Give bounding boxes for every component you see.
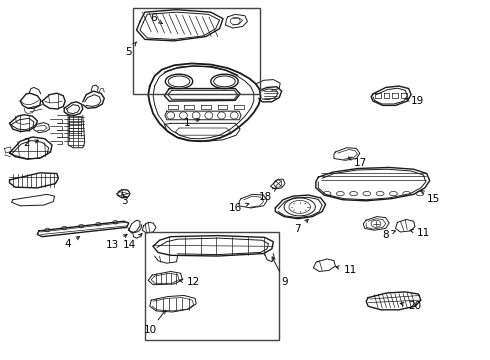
Text: 14: 14 — [123, 234, 142, 250]
Text: 17: 17 — [348, 157, 367, 168]
Text: 13: 13 — [106, 234, 127, 250]
Text: 10: 10 — [144, 310, 166, 335]
Text: 8: 8 — [383, 230, 395, 239]
Text: 11: 11 — [410, 228, 430, 238]
Text: 16: 16 — [229, 203, 249, 213]
Text: 3: 3 — [121, 193, 128, 206]
Text: 7: 7 — [294, 219, 308, 234]
Text: 2: 2 — [24, 139, 38, 148]
Text: 18: 18 — [259, 188, 276, 202]
Text: 11: 11 — [336, 265, 357, 275]
Text: 15: 15 — [421, 191, 440, 204]
Text: 5: 5 — [125, 42, 136, 57]
Bar — [133, 8, 260, 94]
Text: 19: 19 — [406, 96, 424, 106]
Text: 9: 9 — [272, 257, 288, 287]
Bar — [145, 232, 279, 339]
Text: 1: 1 — [184, 118, 200, 128]
Text: 20: 20 — [400, 301, 422, 311]
Text: 12: 12 — [179, 277, 199, 287]
Text: 4: 4 — [65, 237, 79, 249]
Text: 6: 6 — [150, 13, 162, 24]
